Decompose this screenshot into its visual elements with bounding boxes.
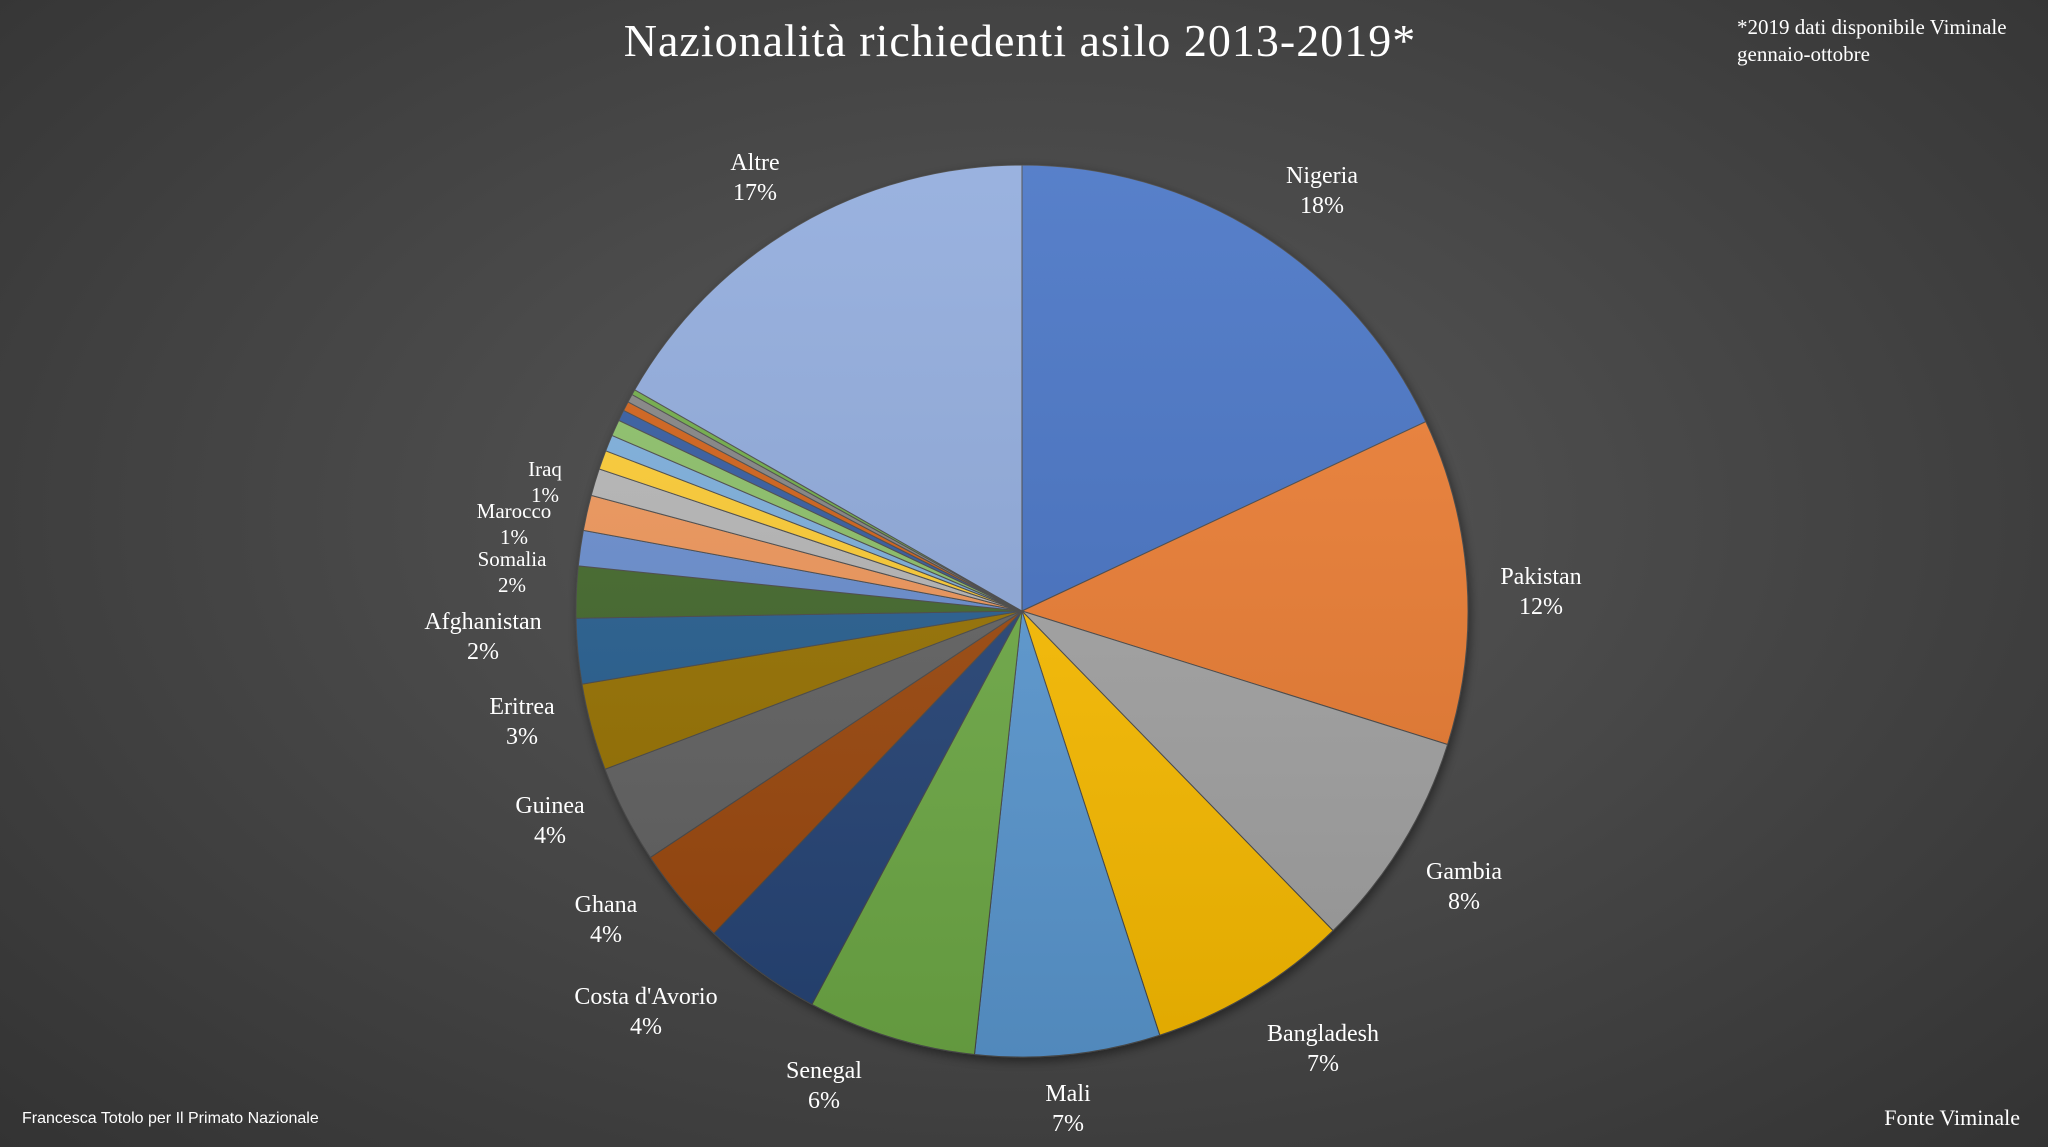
slice-label-name: Gambia bbox=[1426, 859, 1502, 885]
slice-label-eritrea: Eritrea 3% bbox=[489, 694, 555, 750]
slice-label-name: Ghana bbox=[575, 892, 638, 918]
slice-label-percent: 4% bbox=[590, 922, 622, 948]
slice-label-iraq: Iraq 1% bbox=[528, 457, 562, 507]
slice-label-name: Senegal bbox=[786, 1058, 862, 1084]
slice-label-bangladesh: Bangladesh 7% bbox=[1267, 1021, 1379, 1077]
slice-label-percent: 7% bbox=[1052, 1111, 1084, 1137]
slice-label-percent: 6% bbox=[808, 1088, 840, 1114]
slice-label-name: Afghanistan bbox=[424, 609, 541, 635]
slice-label-percent: 2% bbox=[467, 639, 499, 665]
slice-label-somalia: Somalia 2% bbox=[478, 547, 548, 597]
slice-label-mali: Mali 7% bbox=[1045, 1081, 1091, 1137]
slice-label-name: Nigeria bbox=[1286, 163, 1358, 189]
slice-labels: Nigeria 18% Pakistan 12% Gambia 8% Bangladesh 7… bbox=[424, 150, 1581, 1137]
slice-label-percent: 7% bbox=[1307, 1051, 1339, 1077]
slice-label-percent: 2% bbox=[498, 573, 526, 597]
slice-label-costa-d-avorio: Costa d'Avorio 4% bbox=[574, 984, 717, 1040]
slice-label-percent: 18% bbox=[1300, 193, 1344, 219]
slice-label-name: Somalia bbox=[478, 547, 548, 571]
author-credit: Francesca Totolo per Il Primato Nazional… bbox=[22, 1110, 319, 1127]
slice-label-percent: 17% bbox=[733, 180, 777, 206]
slice-label-pakistan: Pakistan 12% bbox=[1500, 564, 1581, 620]
slice-label-nigeria: Nigeria 18% bbox=[1286, 163, 1358, 219]
slice-label-percent: 1% bbox=[531, 483, 559, 507]
slice-label-percent: 12% bbox=[1519, 594, 1563, 620]
slice-label-marocco: Marocco 1% bbox=[477, 499, 552, 549]
slice-label-senegal: Senegal 6% bbox=[786, 1058, 862, 1114]
slice-label-percent: 1% bbox=[500, 525, 528, 549]
slice-label-name: Bangladesh bbox=[1267, 1021, 1379, 1047]
chart-title: Nazionalità richiedenti asilo 2013-2019* bbox=[624, 15, 1416, 66]
slice-label-name: Altre bbox=[730, 150, 779, 176]
slice-label-gambia: Gambia 8% bbox=[1426, 859, 1502, 915]
slice-label-ghana: Ghana 4% bbox=[575, 892, 638, 948]
slice-label-altre: Altre 17% bbox=[730, 150, 779, 206]
slice-label-percent: 3% bbox=[506, 724, 538, 750]
pie-slices bbox=[575, 164, 1469, 1058]
slice-label-percent: 8% bbox=[1448, 889, 1480, 915]
source-credit: Fonte Viminale bbox=[1884, 1105, 2020, 1130]
slice-label-percent: 4% bbox=[534, 823, 566, 849]
slice-label-name: Eritrea bbox=[489, 694, 555, 720]
slice-label-guinea: Guinea 4% bbox=[515, 793, 585, 849]
slice-label-percent: 4% bbox=[630, 1014, 662, 1040]
slice-label-name: Mali bbox=[1045, 1081, 1091, 1107]
slice-label-afghanistan: Afghanistan 2% bbox=[424, 609, 541, 665]
slice-label-name: Iraq bbox=[528, 457, 562, 481]
footnote-2019-data: *2019 dati disponibile Viminale gennaio-… bbox=[1737, 15, 2007, 66]
slice-label-name: Marocco bbox=[477, 499, 552, 523]
slice-label-name: Guinea bbox=[515, 793, 585, 819]
slice-label-name: Pakistan bbox=[1500, 564, 1581, 590]
slice-label-name: Costa d'Avorio bbox=[574, 984, 717, 1010]
